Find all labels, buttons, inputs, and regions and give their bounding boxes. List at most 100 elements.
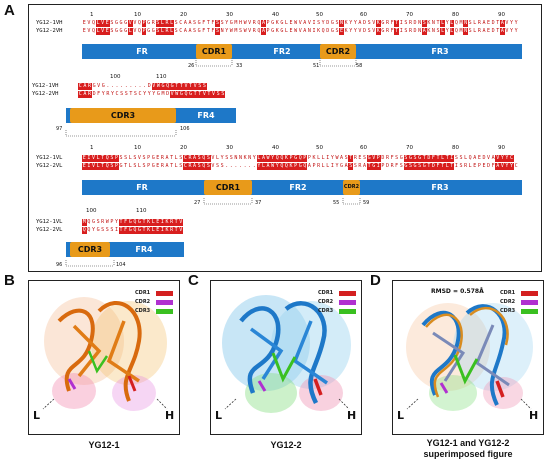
residue: A [307, 163, 311, 169]
sequence-label: YG12-1VH [32, 83, 59, 89]
residue: S [229, 155, 233, 161]
tick: 10 [134, 145, 141, 151]
region-fr1: FR [136, 47, 148, 56]
residue: S [238, 28, 242, 34]
residue: Q [454, 28, 458, 34]
residue: R [358, 163, 362, 169]
residue: T [206, 91, 212, 98]
residue: N [220, 28, 224, 34]
residue: K [164, 227, 170, 234]
residue: S [110, 28, 114, 34]
residue: G [197, 28, 201, 34]
residue: P [307, 155, 311, 161]
panel-label-c: C [188, 272, 199, 289]
residue: V [133, 20, 137, 26]
residue: P [141, 20, 147, 27]
residue: L [261, 163, 266, 170]
residue: I [399, 28, 403, 34]
residue: Y [143, 91, 147, 97]
residue: C [183, 155, 188, 162]
tick: 40 [272, 145, 279, 151]
residue: G [119, 163, 123, 169]
antibody-structure-image [406, 303, 533, 411]
residue: D [363, 20, 367, 26]
residue: F [202, 28, 206, 34]
residue: G [293, 155, 298, 162]
residue: R [252, 20, 256, 26]
residue: Q [201, 163, 207, 170]
residue: T [206, 28, 210, 34]
residue: L [449, 28, 455, 35]
residue: V [137, 155, 141, 161]
residue: D [491, 20, 495, 26]
residue: Q [468, 155, 472, 161]
residue: D [426, 155, 432, 162]
residue: G [330, 28, 334, 34]
residue: N [248, 155, 252, 161]
residue: S [468, 28, 472, 34]
residue: V [505, 28, 509, 34]
residue: K [146, 219, 151, 226]
boundary-label: 55 [333, 200, 340, 206]
residue: G [119, 28, 123, 34]
legend-cdr2-swatch [156, 300, 173, 305]
residue: L [284, 28, 288, 34]
residue: G [366, 155, 372, 162]
residue: G [137, 219, 142, 226]
residue: S [412, 155, 418, 162]
residue: G [156, 91, 160, 97]
residue: R [101, 219, 105, 225]
tick: 10 [134, 12, 141, 18]
residue: P [141, 28, 147, 35]
residue: F [435, 163, 441, 170]
residue: S [395, 155, 399, 161]
sequence-label: YG12-1VH [36, 20, 63, 26]
residue: N [463, 20, 468, 27]
residue: G [417, 155, 422, 162]
residue: S [399, 163, 403, 169]
residue: Y [274, 163, 280, 170]
residue: G [371, 163, 376, 170]
residue: P [266, 20, 270, 26]
residue: W [294, 20, 298, 26]
residue: P [114, 163, 119, 170]
residue: A [261, 20, 266, 27]
residue: S [174, 20, 178, 26]
residue: Y [514, 20, 518, 26]
residue: V [178, 227, 184, 234]
residue: E [104, 28, 110, 35]
residue: C [138, 91, 142, 97]
residue: T [366, 163, 372, 170]
residue: L [216, 155, 220, 161]
residue: V [100, 20, 105, 27]
residue: G [399, 155, 403, 161]
region-fr3: FR3 [431, 47, 449, 56]
heavy-chain-label: H [529, 409, 539, 422]
residue: I [312, 20, 316, 26]
residue: Q [321, 28, 325, 34]
residue: A [344, 163, 348, 169]
residue: P [302, 155, 308, 162]
residue: G [151, 163, 155, 169]
residue: Q [91, 28, 95, 34]
panel-label-a: A [4, 2, 15, 19]
residue: F [390, 20, 394, 26]
residue: N [339, 20, 344, 27]
residue: G [280, 20, 284, 26]
residue: F [211, 28, 215, 34]
residue: P [114, 155, 119, 162]
residue: S [348, 163, 354, 170]
region-cdr1: CDR1 [204, 180, 252, 195]
residue: S [193, 28, 197, 34]
residue: S [202, 83, 207, 90]
tick: 40 [272, 12, 279, 18]
residue: I [449, 155, 455, 162]
residue: D [147, 83, 151, 89]
residue: S [317, 20, 321, 26]
residue: V [298, 20, 302, 26]
residue: A [495, 163, 501, 170]
residue: W [229, 28, 233, 34]
residue: V [248, 20, 252, 26]
residue: L [464, 155, 468, 161]
residue: N [431, 28, 435, 34]
